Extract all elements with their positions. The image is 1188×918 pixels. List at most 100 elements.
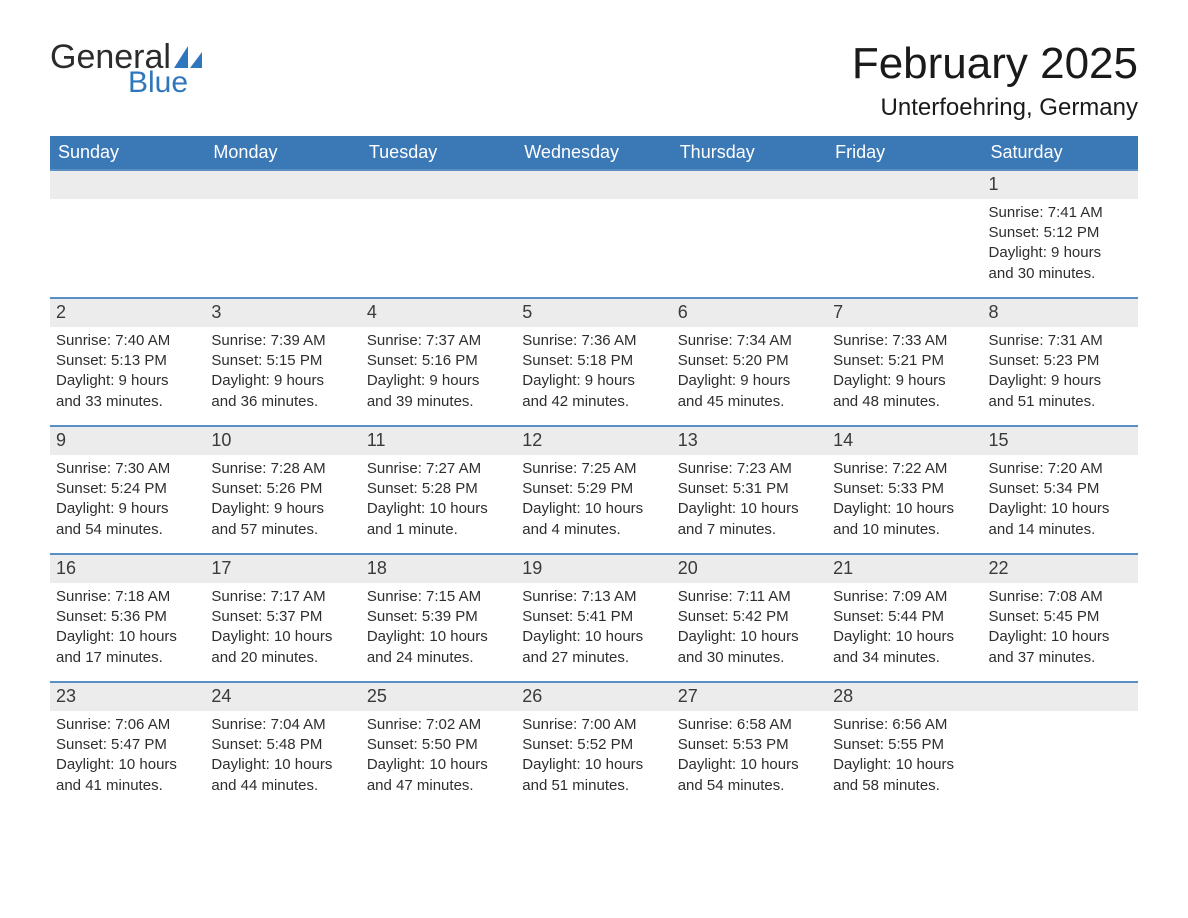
day-detail-line: and 30 minutes. [678,648,821,668]
day-detail: Sunrise: 7:25 AMSunset: 5:29 PMDaylight:… [516,455,671,548]
calendar-day-cell: 14Sunrise: 7:22 AMSunset: 5:33 PMDayligh… [827,426,982,554]
calendar-day-cell: 20Sunrise: 7:11 AMSunset: 5:42 PMDayligh… [672,554,827,682]
day-detail-line: Sunrise: 7:33 AM [833,331,976,351]
day-number: 17 [205,555,360,583]
day-detail-line: Sunrise: 7:02 AM [367,715,510,735]
calendar-day-cell [827,170,982,298]
day-number: 3 [205,299,360,327]
day-header: Wednesday [516,136,671,170]
page-title: February 2025 [852,40,1138,88]
day-detail-line: Daylight: 9 hours [211,499,354,519]
day-detail-line: Daylight: 10 hours [833,627,976,647]
calendar-week-row: 1Sunrise: 7:41 AMSunset: 5:12 PMDaylight… [50,170,1138,298]
calendar-day-cell: 19Sunrise: 7:13 AMSunset: 5:41 PMDayligh… [516,554,671,682]
day-detail-line: Sunrise: 7:28 AM [211,459,354,479]
day-detail-line: and 47 minutes. [367,776,510,796]
day-number: 26 [516,683,671,711]
calendar-day-cell: 27Sunrise: 6:58 AMSunset: 5:53 PMDayligh… [672,682,827,810]
calendar-week-row: 16Sunrise: 7:18 AMSunset: 5:36 PMDayligh… [50,554,1138,682]
calendar-day-cell: 6Sunrise: 7:34 AMSunset: 5:20 PMDaylight… [672,298,827,426]
day-detail: Sunrise: 7:17 AMSunset: 5:37 PMDaylight:… [205,583,360,676]
day-detail: Sunrise: 7:06 AMSunset: 5:47 PMDaylight:… [50,711,205,804]
day-detail-line: Daylight: 10 hours [833,755,976,775]
day-detail-line: Sunset: 5:23 PM [989,351,1132,371]
day-detail: Sunrise: 7:09 AMSunset: 5:44 PMDaylight:… [827,583,982,676]
day-number: 13 [672,427,827,455]
day-detail-line: Sunset: 5:44 PM [833,607,976,627]
day-detail: Sunrise: 7:15 AMSunset: 5:39 PMDaylight:… [361,583,516,676]
day-detail-line: Sunset: 5:33 PM [833,479,976,499]
day-detail-line: Sunrise: 7:06 AM [56,715,199,735]
day-detail-line: and 24 minutes. [367,648,510,668]
day-detail-line: Daylight: 10 hours [522,499,665,519]
calendar-day-cell: 13Sunrise: 7:23 AMSunset: 5:31 PMDayligh… [672,426,827,554]
day-detail-line: Sunset: 5:52 PM [522,735,665,755]
day-detail-line: Daylight: 10 hours [56,627,199,647]
day-detail-line: Sunset: 5:21 PM [833,351,976,371]
calendar-day-cell: 18Sunrise: 7:15 AMSunset: 5:39 PMDayligh… [361,554,516,682]
day-detail-line: and 41 minutes. [56,776,199,796]
day-number [516,171,671,199]
day-detail: Sunrise: 7:02 AMSunset: 5:50 PMDaylight:… [361,711,516,804]
day-detail-line: Daylight: 10 hours [833,499,976,519]
calendar-week-row: 2Sunrise: 7:40 AMSunset: 5:13 PMDaylight… [50,298,1138,426]
day-detail-line: Daylight: 10 hours [989,627,1132,647]
day-detail-line: Daylight: 10 hours [211,755,354,775]
day-detail-line: Sunset: 5:53 PM [678,735,821,755]
day-detail-line: Daylight: 9 hours [522,371,665,391]
calendar-table: SundayMondayTuesdayWednesdayThursdayFrid… [50,136,1138,810]
day-detail-line: Sunrise: 7:20 AM [989,459,1132,479]
calendar-day-cell: 26Sunrise: 7:00 AMSunset: 5:52 PMDayligh… [516,682,671,810]
logo-text-blue: Blue [128,68,202,98]
day-detail-line: and 51 minutes. [522,776,665,796]
day-number: 5 [516,299,671,327]
day-detail: Sunrise: 7:22 AMSunset: 5:33 PMDaylight:… [827,455,982,548]
day-detail-line: and 33 minutes. [56,392,199,412]
day-detail-line: Daylight: 9 hours [56,371,199,391]
day-number: 12 [516,427,671,455]
day-number [983,683,1138,711]
calendar-day-cell: 11Sunrise: 7:27 AMSunset: 5:28 PMDayligh… [361,426,516,554]
day-detail-line: Sunset: 5:39 PM [367,607,510,627]
day-detail-line: Sunset: 5:34 PM [989,479,1132,499]
day-detail-line: and 34 minutes. [833,648,976,668]
calendar-day-cell: 22Sunrise: 7:08 AMSunset: 5:45 PMDayligh… [983,554,1138,682]
day-number: 2 [50,299,205,327]
day-header: Saturday [983,136,1138,170]
day-detail: Sunrise: 7:41 AMSunset: 5:12 PMDaylight:… [983,199,1138,292]
day-detail-line: and 37 minutes. [989,648,1132,668]
calendar-day-cell: 15Sunrise: 7:20 AMSunset: 5:34 PMDayligh… [983,426,1138,554]
calendar-day-cell [672,170,827,298]
day-number: 9 [50,427,205,455]
day-detail-line: Sunrise: 7:37 AM [367,331,510,351]
day-detail: Sunrise: 7:36 AMSunset: 5:18 PMDaylight:… [516,327,671,420]
day-number [50,171,205,199]
day-detail-line: Daylight: 10 hours [367,627,510,647]
calendar-day-cell [516,170,671,298]
day-detail-line: Daylight: 10 hours [522,627,665,647]
day-detail: Sunrise: 7:27 AMSunset: 5:28 PMDaylight:… [361,455,516,548]
day-detail-line: Sunrise: 7:34 AM [678,331,821,351]
day-detail-line: Sunset: 5:26 PM [211,479,354,499]
header: General Blue February 2025 Unterfoehring… [50,40,1138,122]
day-detail-line: Sunrise: 7:11 AM [678,587,821,607]
day-detail-line: Sunset: 5:48 PM [211,735,354,755]
day-detail-line: and 14 minutes. [989,520,1132,540]
calendar-day-cell: 25Sunrise: 7:02 AMSunset: 5:50 PMDayligh… [361,682,516,810]
day-detail-line: Sunset: 5:41 PM [522,607,665,627]
day-detail-line: Daylight: 9 hours [367,371,510,391]
day-detail-line: and 51 minutes. [989,392,1132,412]
day-number: 14 [827,427,982,455]
calendar-day-cell: 8Sunrise: 7:31 AMSunset: 5:23 PMDaylight… [983,298,1138,426]
day-detail: Sunrise: 7:40 AMSunset: 5:13 PMDaylight:… [50,327,205,420]
day-detail: Sunrise: 7:18 AMSunset: 5:36 PMDaylight:… [50,583,205,676]
day-detail-line: Sunrise: 7:18 AM [56,587,199,607]
day-number [672,171,827,199]
calendar-day-cell: 12Sunrise: 7:25 AMSunset: 5:29 PMDayligh… [516,426,671,554]
day-detail-line: Sunrise: 6:56 AM [833,715,976,735]
calendar-day-cell: 21Sunrise: 7:09 AMSunset: 5:44 PMDayligh… [827,554,982,682]
day-number: 27 [672,683,827,711]
day-detail: Sunrise: 6:58 AMSunset: 5:53 PMDaylight:… [672,711,827,804]
day-detail-line: Sunrise: 7:27 AM [367,459,510,479]
day-detail-line: Sunset: 5:28 PM [367,479,510,499]
